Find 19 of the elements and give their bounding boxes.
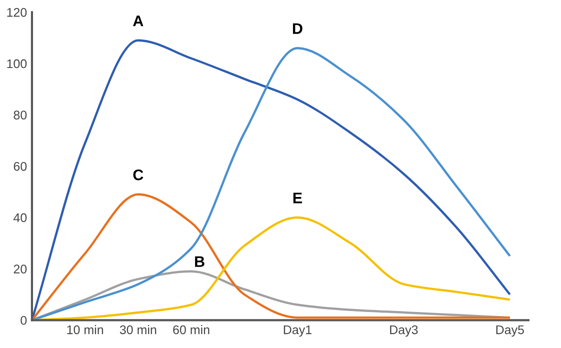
x-tick-label: Day3 [390,325,418,337]
x-tick-label: Day1 [284,325,312,337]
y-tick-label: 60 [14,162,27,171]
y-tick-label: 0 [20,316,27,325]
y-tick-label: 80 [14,110,27,120]
x-tick-label: 60 min [173,325,210,334]
series-label: E [293,192,302,204]
series-label: A [133,16,144,26]
y-tick-label: 120 [7,8,27,17]
y-tick-label: 20 [14,264,27,274]
series-label: D [292,23,302,34]
x-tick-label: 10 min [67,325,104,334]
y-tick-label: 100 [7,59,27,68]
series-label: C [133,169,144,180]
line-series [32,193,511,320]
x-tick-label: 30 min [120,325,156,334]
series-label: B [195,256,204,267]
y-tick-label: 40 [14,213,27,222]
x-tick-label: Day5 [496,325,524,337]
